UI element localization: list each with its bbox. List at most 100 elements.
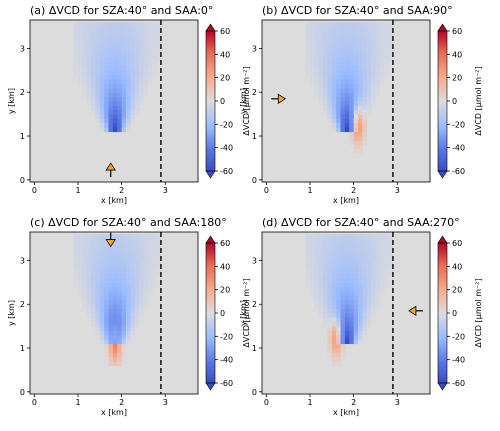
heatmap-cell [375,260,381,266]
heatmap-cell [108,118,114,124]
heatmap-cell [358,87,363,93]
heatmap-cell [344,264,350,270]
heatmap-cell [112,295,118,301]
heatmap-cell [349,295,355,301]
heatmap-cell [126,122,131,128]
colorbar-extend-max [205,23,216,32]
heatmap-cell [112,277,118,283]
heatmap-cell [327,114,333,119]
heatmap-cell [82,65,88,71]
heatmap-cell [126,83,131,89]
heatmap-cell [327,61,333,67]
heatmap-cell [134,282,140,288]
heatmap-cell [362,39,368,45]
heatmap-cell [112,105,118,111]
heatmap-cell [139,256,144,261]
heatmap-cell [104,57,109,62]
heatmap-cell [143,79,149,84]
heatmap-cell [86,234,92,239]
heatmap-cell [91,308,96,314]
heatmap-cell [371,291,376,296]
heatmap-cell [362,269,368,274]
heatmap-cell [117,96,123,102]
heatmap-cell [91,52,96,58]
heatmap-cell [366,264,372,270]
heatmap-cell [112,234,118,239]
heatmap-cell [314,35,320,41]
heatmap-cell [104,321,109,327]
heatmap-cell [134,30,140,36]
heatmap-cell [310,291,315,296]
heatmap-cell [353,79,359,84]
heatmap-cell [73,57,79,62]
heatmap-cell [336,317,341,323]
heatmap-cell [331,304,337,310]
heatmap-cell [108,35,114,41]
heatmap-cell [318,295,324,301]
heatmap-cell [82,260,88,266]
heatmap-cell [152,264,157,270]
heatmap-cell [323,291,328,296]
heatmap-cell [78,65,83,71]
heatmap-cell [362,260,368,266]
heatmap-cell [112,87,118,93]
heatmap-cell [86,52,92,58]
x-tick-label: 0 [32,186,37,195]
heatmap-cell [331,282,337,288]
heatmap-cell [344,317,350,323]
heatmap-cell [143,251,149,257]
heatmap-cell [91,273,96,279]
heatmap-cell [349,48,355,54]
heatmap-cell [358,291,363,296]
heatmap-cell [340,269,346,274]
heatmap-cell [78,35,83,41]
heatmap-cell [314,295,320,301]
heatmap-cell [344,118,350,124]
heatmap-cell [336,30,341,36]
heatmap-cell [152,65,157,71]
heatmap-cell [336,277,341,283]
heatmap-cell [358,149,363,154]
heatmap-cell [104,65,109,71]
heatmap-cell [344,304,350,310]
heatmap-cell [336,291,341,296]
heatmap-cell [126,87,131,93]
heatmap-cell [305,238,311,244]
heatmap-cell [108,269,114,274]
heatmap-cell [366,242,372,248]
heatmap-cell [104,308,109,314]
heatmap-cell [336,74,341,80]
heatmap-cell [349,105,355,111]
heatmap-cell [143,30,149,36]
heatmap-cell [331,87,337,93]
colorbar-tick-label: -40 [220,144,233,153]
heatmap-cell [327,39,333,45]
heatmap-cell [143,22,149,27]
heatmap-cell [82,277,88,283]
heatmap-cell [375,22,381,27]
heatmap-cell [156,44,162,49]
heatmap-cell [139,79,144,84]
heatmap-cell [82,70,88,76]
y-tick-label: 1 [20,344,25,353]
heatmap-cell [117,282,123,288]
heatmap-cell [314,87,320,93]
heatmap-cell [318,251,324,257]
colorbar-tick-label: -20 [220,332,233,341]
heatmap-cell [108,101,114,106]
heatmap-cell [349,127,355,133]
heatmap-cell [318,22,324,27]
heatmap-cell [384,273,389,279]
heatmap-cell [310,247,315,253]
heatmap-cell [126,74,131,80]
heatmap-cell [358,334,363,340]
heatmap-cell [139,242,144,248]
heatmap-cell [314,70,320,76]
heatmap-cell [331,74,337,80]
heatmap-cell [117,127,123,133]
heatmap-cell [121,39,127,45]
heatmap-cell [366,30,372,36]
heatmap-cell [126,269,131,274]
heatmap-cell [73,238,79,244]
colorbar-tick-label: -60 [452,167,465,176]
